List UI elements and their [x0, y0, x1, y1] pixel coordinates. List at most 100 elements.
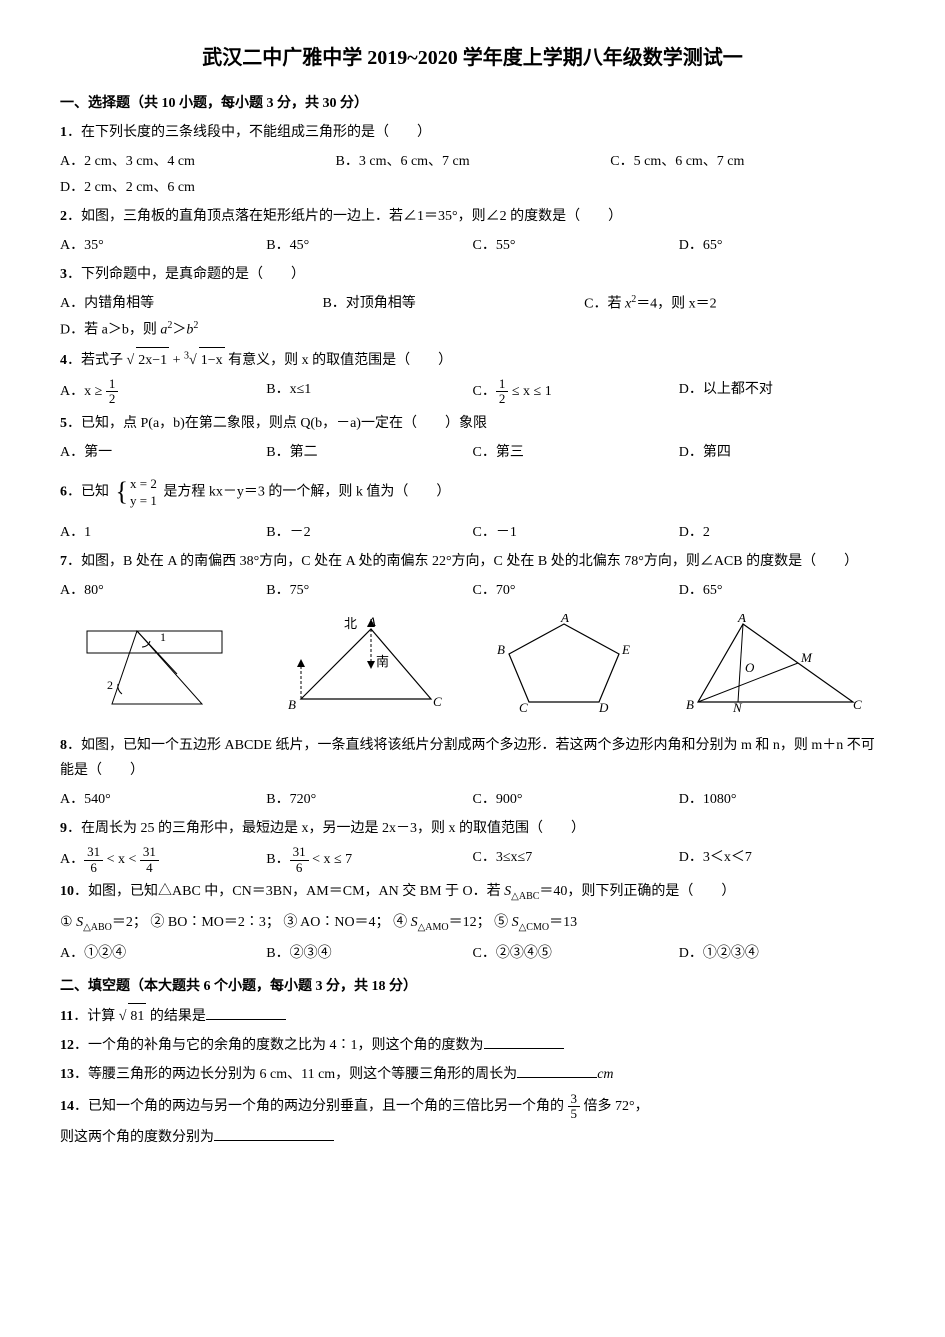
svg-text:M: M [800, 650, 813, 665]
q4-rad2: 1−x [199, 347, 225, 373]
q4-text-pre: ．若式子 [67, 353, 127, 368]
q7-optC: C．70° [473, 578, 679, 603]
q4-options: A．x ≥ 12 B．x≤1 C．12 ≤ x ≤ 1 D．以上都不对 [60, 377, 885, 407]
question-13: 13．等腰三角形的两边长分别为 6 cm、11 cm，则这个等腰三角形的周长为c… [60, 1062, 885, 1087]
q3-optC: C．若 x2＝4，则 x＝2 [584, 291, 885, 317]
q2-text: ．如图，三角板的直角顶点落在矩形纸片的一边上．若∠1＝35°，则∠2 的度数是（… [67, 209, 622, 224]
q4-optD: D．以上都不对 [679, 377, 885, 407]
q2-optB: B．45° [266, 233, 472, 258]
q9A-n1: 31 [84, 845, 103, 860]
question-6: 6．已知 x = 2y = 1 是方程 kx－y＝3 的一个解，则 k 值为（ … [60, 469, 885, 516]
q10-s2: ② BO∶MO＝2∶3； [150, 915, 280, 930]
q5-optD: D．第四 [679, 440, 885, 465]
q3-optA: A．内错角相等 [60, 291, 322, 317]
q11-post: 的结果是 [146, 1009, 206, 1024]
q4-optC-pre: C． [473, 384, 496, 399]
q4-optC: C．12 ≤ x ≤ 1 [473, 377, 679, 407]
q9A-d2: 4 [140, 861, 159, 875]
q2-optA: A．35° [60, 233, 266, 258]
q6-text-mid: 是方程 kx－y＝3 的一个解，则 k 值为（ ） [163, 485, 450, 500]
svg-text:C: C [433, 694, 442, 709]
q3-options: A．内错角相等 B．对顶角相等 C．若 x2＝4，则 x＝2 D．若 a＞b，则… [60, 291, 885, 343]
q10-s1v: ＝2； [112, 915, 147, 930]
svg-text:1: 1 [160, 630, 166, 644]
q8-options: A．540° B．720° C．900° D．1080° [60, 787, 885, 812]
figure-q10: A B C M N O [683, 614, 863, 723]
q13-blank [517, 1063, 597, 1078]
q9-text: ．在周长为 25 的三角形中，最短边是 x，另一边是 2x－3，则 x 的取值范… [67, 821, 585, 836]
svg-text:B: B [686, 697, 694, 712]
question-2: 2．如图，三角板的直角顶点落在矩形纸片的一边上．若∠1＝35°，则∠2 的度数是… [60, 204, 885, 229]
q9B-d: 6 [290, 861, 309, 875]
q5-options: A．第一 B．第二 C．第三 D．第四 [60, 440, 885, 465]
q5-optB: B．第二 [266, 440, 472, 465]
q7-options: A．80° B．75° C．70° D．65° [60, 578, 885, 603]
q3-optD-pre: D．若 a＞b，则 [60, 323, 160, 338]
q8-optC: C．900° [473, 787, 679, 812]
svg-text:E: E [621, 642, 630, 657]
q10-text-pre: ．如图，已知△ABC 中，CN＝3BN，AM＝CM，AN 交 BM 于 O．若 [74, 884, 504, 899]
q9B-post: < x ≤ 7 [309, 852, 353, 867]
question-12: 12．一个角的补角与它的余角的度数之比为 4∶1，则这个角的度数为 [60, 1033, 885, 1058]
q10-optA: A．①②④ [60, 941, 266, 966]
question-11: 11．计算 81 的结果是 [60, 1003, 885, 1029]
q3-optC-pre: C．若 [584, 297, 625, 312]
q6-system: x = 2y = 1 [116, 469, 157, 516]
question-14-line2: 则这两个角的度数分别为 [60, 1125, 885, 1150]
q10-s4v: ＝12； [449, 915, 491, 930]
q9-num: 9 [60, 821, 67, 836]
q10-sub-abc: △ABC [511, 891, 539, 902]
figure-q7: 北 南 A B C [276, 614, 446, 723]
q8-num: 8 [60, 738, 67, 753]
svg-text:A: A [367, 614, 376, 629]
figure-q8: A B C D E [489, 614, 639, 723]
q1-optB: B．3 cm、6 cm、7 cm [336, 149, 611, 174]
svg-text:N: N [732, 700, 743, 714]
q4-rad1: 2x−1 [136, 347, 169, 373]
q9A-n2: 31 [140, 845, 159, 860]
q14-num: 14 [60, 1099, 74, 1114]
q4-sqrt1 [127, 353, 135, 368]
q6-optD: D．2 [679, 520, 885, 545]
q11-pre: ．计算 [73, 1009, 119, 1024]
q10-s1: ① [60, 915, 76, 930]
q14-blank [214, 1126, 334, 1141]
q9A-mid: < x < [103, 852, 140, 867]
svg-text:B: B [288, 697, 296, 712]
q2-optD: D．65° [679, 233, 885, 258]
q2-optC: C．55° [473, 233, 679, 258]
q12-blank [484, 1034, 564, 1049]
q3-optB: B．对顶角相等 [322, 291, 584, 317]
q6-num: 6 [60, 485, 67, 500]
q10-optC: C．②③④⑤ [473, 941, 679, 966]
q6-optC: C．－1 [473, 520, 679, 545]
q9-optB: B．316 < x ≤ 7 [266, 845, 472, 875]
q4-text-post: 有意义，则 x 的取值范围是（ ） [225, 353, 453, 368]
question-14: 14．已知一个角的两边与另一个角的两边分别垂直，且一个角的三倍比另一个角的 35… [60, 1092, 885, 1122]
question-1: 1．在下列长度的三条线段中，不能组成三角形的是（ ） [60, 120, 885, 145]
q8-optA: A．540° [60, 787, 266, 812]
q10-s4: ④ [393, 915, 411, 930]
q4-optA-pre: A． [60, 384, 84, 399]
q6-optB: B．－2 [266, 520, 472, 545]
question-8: 8．如图，已知一个五边形 ABCDE 纸片，一条直线将该纸片分割成两个多边形．若… [60, 733, 885, 783]
q2-num: 2 [60, 209, 67, 224]
section2-header: 二、填空题（本大题共 6 个小题，每小题 3 分，共 18 分） [60, 974, 885, 999]
q1-num: 1 [60, 125, 67, 140]
q14-fd: 5 [568, 1107, 581, 1121]
q5-optA: A．第一 [60, 440, 266, 465]
q3-supb: 2 [193, 320, 198, 331]
q7-text: ．如图，B 处在 A 的南偏西 38°方向，C 处在 A 处的南偏东 22°方向… [67, 554, 858, 569]
question-10: 10．如图，已知△ABC 中，CN＝3BN，AM＝CM，AN 交 BM 于 O．… [60, 879, 885, 906]
q12-text: ．一个角的补角与它的余角的度数之比为 4∶1，则这个角的度数为 [74, 1038, 484, 1053]
q10-optB: B．②③④ [266, 941, 472, 966]
q10-s5v: ＝13 [549, 915, 577, 930]
q3-optC-post: ＝4，则 x＝2 [636, 297, 717, 312]
q12-num: 12 [60, 1038, 74, 1053]
q10-s3: ③ AO∶NO＝4； [283, 915, 389, 930]
q13-num: 13 [60, 1067, 74, 1082]
page-title: 武汉二中广雅中学 2019~2020 学年度上学期八年级数学测试一 [60, 40, 885, 76]
q4-optB: B．x≤1 [266, 377, 472, 407]
svg-text:B: B [497, 642, 505, 657]
q10-optD: D．①②③④ [679, 941, 885, 966]
